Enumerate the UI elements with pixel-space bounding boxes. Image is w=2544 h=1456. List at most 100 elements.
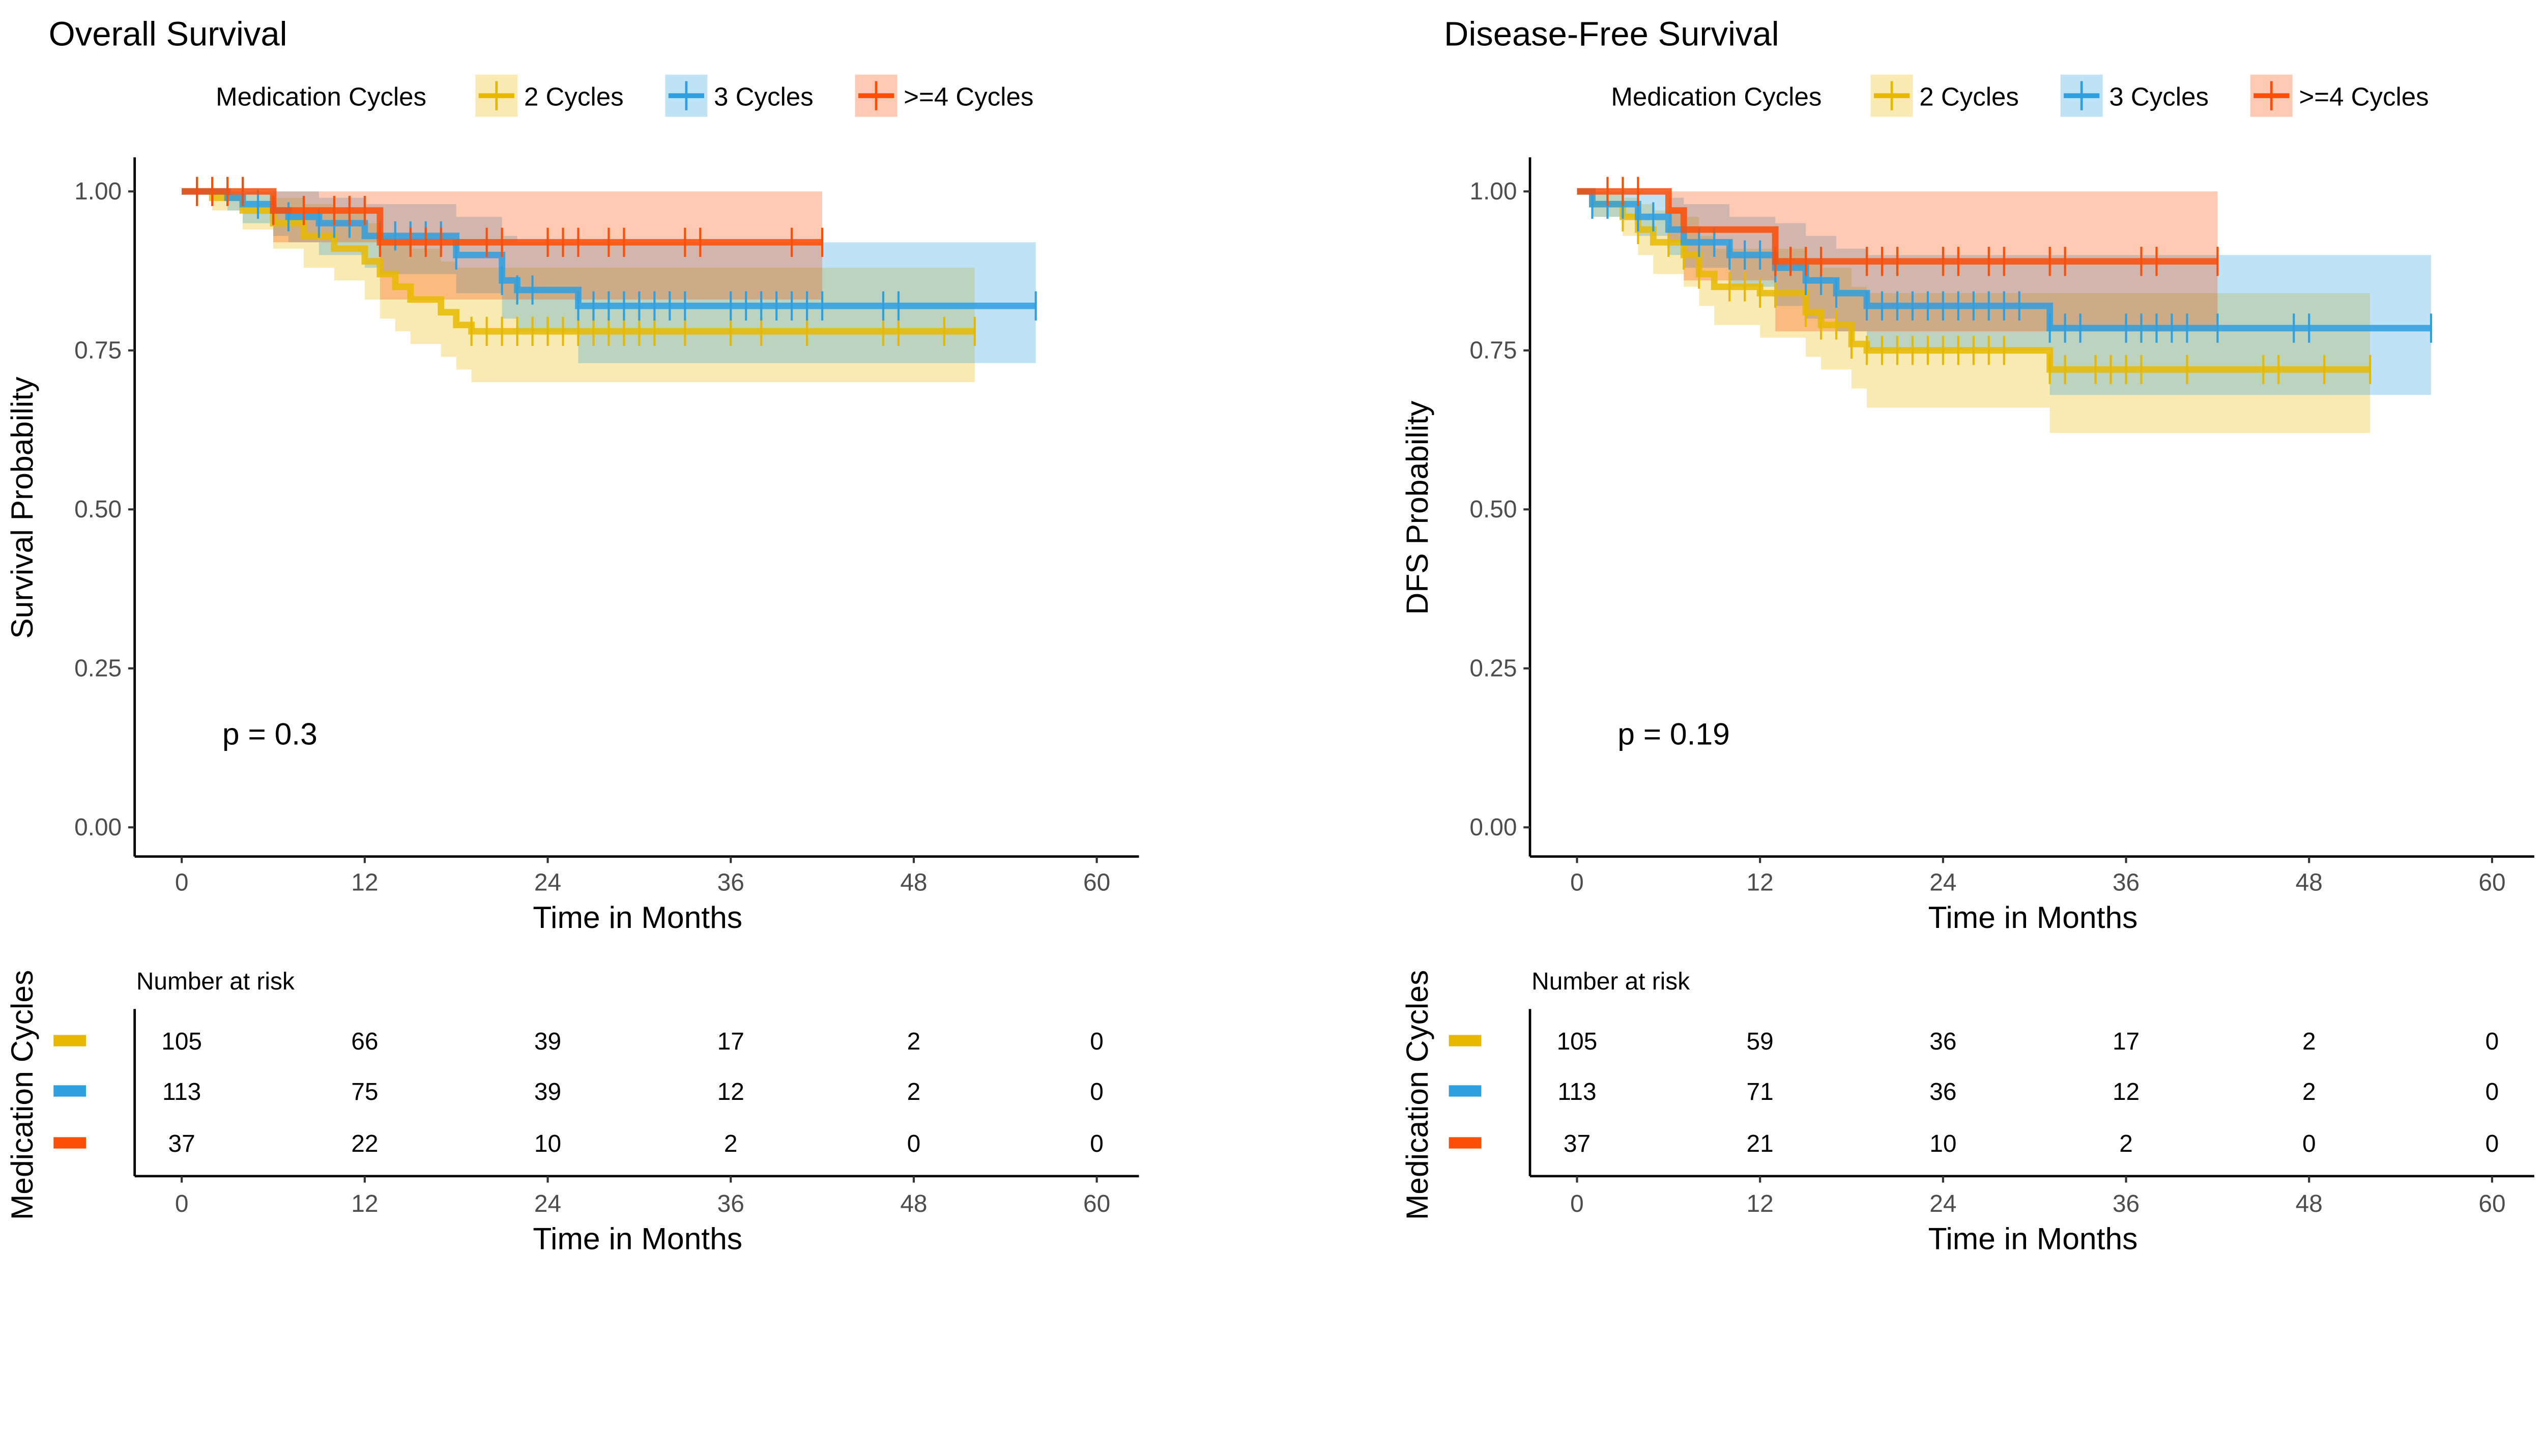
risk-count: 66 xyxy=(351,1028,378,1055)
y-tick-label: 1.00 xyxy=(74,178,122,205)
risk-x-tick-label: 0 xyxy=(175,1190,189,1217)
legend-item: >=4 Cycles xyxy=(2250,74,2429,117)
survival-curve xyxy=(182,188,975,335)
risk-row-color-key xyxy=(53,1035,86,1046)
risk-count: 0 xyxy=(1090,1028,1104,1055)
risk-count: 75 xyxy=(351,1079,378,1105)
risk-x-axis-title: Time in Months xyxy=(1928,1221,2138,1256)
km-figure: Overall Survival Medication Cycles 2 Cycle… xyxy=(5,15,2534,1256)
risk-count: 0 xyxy=(2485,1079,2499,1105)
disease-free-survival-panel: Disease-Free Survival Medication Cycles 2 … xyxy=(1400,15,2534,1256)
risk-x-tick-label: 24 xyxy=(1929,1190,1956,1217)
x-axis-title: Time in Months xyxy=(1928,900,2138,935)
x-tick-label: 0 xyxy=(175,869,189,896)
risk-x-tick-label: 24 xyxy=(534,1190,561,1217)
risk-count: 2 xyxy=(724,1130,738,1157)
risk-row-color-key xyxy=(53,1085,86,1097)
risk-x-tick-label: 12 xyxy=(1747,1190,1774,1217)
risk-count: 36 xyxy=(1929,1079,1956,1105)
y-tick-label: 0.50 xyxy=(74,496,122,523)
risk-count: 0 xyxy=(2485,1028,2499,1055)
survival-curve xyxy=(1577,188,2370,373)
risk-count: 105 xyxy=(1557,1028,1598,1055)
risk-count: 37 xyxy=(1564,1130,1591,1157)
risk-count: 21 xyxy=(1747,1130,1774,1157)
legend-label: 3 Cycles xyxy=(714,82,814,111)
risk-count: 39 xyxy=(534,1028,561,1055)
risk-row-color-key xyxy=(1449,1035,1482,1046)
risk-count: 59 xyxy=(1747,1028,1774,1055)
y-tick-label: 1.00 xyxy=(1469,178,1517,205)
x-tick-label: 12 xyxy=(1747,869,1774,896)
x-tick-label: 36 xyxy=(717,869,744,896)
legend-item: 3 Cycles xyxy=(665,74,814,117)
legend-label: 2 Cycles xyxy=(524,82,624,111)
y-tick-label: 0.75 xyxy=(1469,337,1517,364)
x-tick-label: 48 xyxy=(900,869,927,896)
risk-x-tick-label: 12 xyxy=(351,1190,378,1217)
risk-count: 2 xyxy=(2119,1130,2133,1157)
risk-count: 22 xyxy=(351,1130,378,1157)
risk-x-tick-label: 0 xyxy=(1570,1190,1584,1217)
risk-count: 2 xyxy=(907,1028,921,1055)
legend-item: 3 Cycles xyxy=(2060,74,2209,117)
risk-count: 37 xyxy=(168,1130,195,1157)
risk-count: 2 xyxy=(907,1079,921,1105)
legend-label: 3 Cycles xyxy=(2109,82,2209,111)
risk-count: 17 xyxy=(717,1028,744,1055)
x-tick-label: 12 xyxy=(351,869,378,896)
risk-count: 10 xyxy=(1929,1130,1956,1157)
risk-x-tick-label: 48 xyxy=(2296,1190,2323,1217)
x-tick-label: 24 xyxy=(534,869,561,896)
risk-y-axis-title: Medication Cycles xyxy=(5,970,39,1220)
risk-row-color-key xyxy=(1449,1137,1482,1149)
risk-table-title: Number at risk xyxy=(136,968,295,995)
legend-label: >=4 Cycles xyxy=(904,82,1033,111)
survival-curve xyxy=(182,188,823,246)
chart-title: Disease-Free Survival xyxy=(1444,15,1779,53)
risk-count: 2 xyxy=(2302,1028,2316,1055)
risk-count: 0 xyxy=(2485,1130,2499,1157)
risk-x-tick-label: 60 xyxy=(1083,1190,1110,1217)
x-tick-label: 48 xyxy=(2296,869,2323,896)
risk-x-tick-label: 60 xyxy=(2478,1190,2505,1217)
y-tick-label: 0.25 xyxy=(74,655,122,682)
legend-item: 2 Cycles xyxy=(475,74,624,117)
x-tick-label: 60 xyxy=(2478,869,2505,896)
risk-count: 71 xyxy=(1747,1079,1774,1105)
risk-count: 10 xyxy=(534,1130,561,1157)
x-tick-label: 36 xyxy=(2113,869,2140,896)
risk-x-tick-label: 36 xyxy=(2113,1190,2140,1217)
overall-survival-panel: Overall Survival Medication Cycles 2 Cycle… xyxy=(5,15,1139,1256)
risk-count: 0 xyxy=(907,1130,921,1157)
x-tick-label: 24 xyxy=(1929,869,1956,896)
risk-row-color-key xyxy=(1449,1085,1482,1097)
legend-label: 2 Cycles xyxy=(1919,82,2019,111)
y-tick-label: 0.00 xyxy=(74,814,122,841)
y-tick-label: 0.25 xyxy=(1469,655,1517,682)
risk-row-color-key xyxy=(53,1137,86,1149)
risk-count: 0 xyxy=(1090,1079,1104,1105)
y-axis-title: DFS Probability xyxy=(1400,400,1434,615)
risk-count: 17 xyxy=(2113,1028,2140,1055)
legend-item: >=4 Cycles xyxy=(855,74,1033,117)
risk-x-tick-label: 36 xyxy=(717,1190,744,1217)
risk-count: 2 xyxy=(2302,1079,2316,1105)
risk-count: 105 xyxy=(161,1028,202,1055)
legend-item: 2 Cycles xyxy=(1870,74,2019,117)
risk-count: 0 xyxy=(1090,1130,1104,1157)
risk-y-axis-title: Medication Cycles xyxy=(1400,970,1434,1220)
risk-x-tick-label: 48 xyxy=(900,1190,927,1217)
risk-count: 36 xyxy=(1929,1028,1956,1055)
risk-count: 113 xyxy=(1557,1079,1596,1105)
y-axis-title: Survival Probability xyxy=(5,376,39,639)
y-tick-label: 0.00 xyxy=(1469,814,1517,841)
legend-title: Medication Cycles xyxy=(216,82,426,111)
y-tick-label: 0.75 xyxy=(74,337,122,364)
p-value: p = 0.3 xyxy=(222,717,317,751)
y-tick-label: 0.50 xyxy=(1469,496,1517,523)
x-axis-title: Time in Months xyxy=(533,900,742,935)
x-tick-label: 60 xyxy=(1083,869,1110,896)
risk-count: 0 xyxy=(2302,1130,2316,1157)
p-value: p = 0.19 xyxy=(1617,717,1730,751)
